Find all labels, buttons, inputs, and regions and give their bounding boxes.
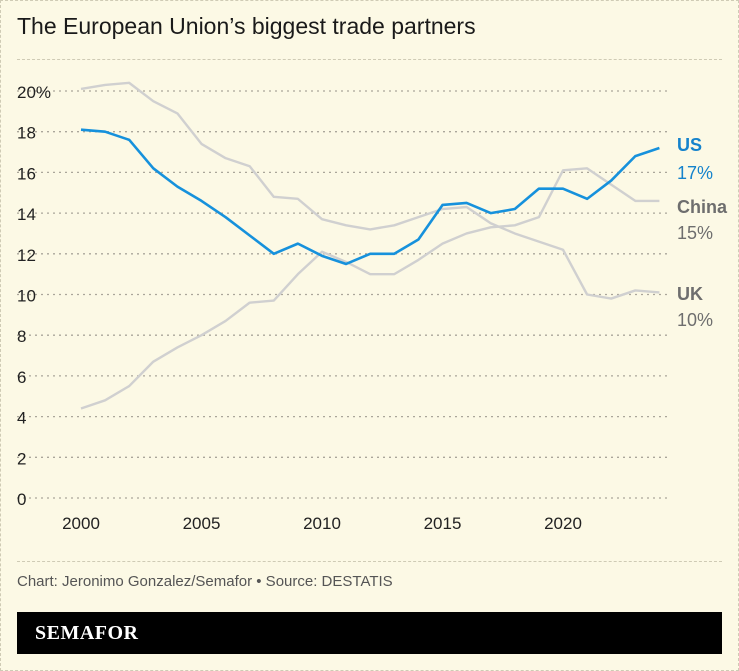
x-tick-label: 2015 [424, 514, 462, 533]
series-label-china: China [677, 197, 728, 217]
chart-title: The European Union’s biggest trade partn… [17, 13, 476, 39]
y-tick-label: 2 [17, 449, 26, 468]
series-line-uk [80, 81, 660, 300]
y-tick-label: 6 [17, 368, 26, 387]
x-tick-label: 2000 [62, 514, 100, 533]
logo-bar: SEMAFOR [17, 612, 722, 654]
y-tick-label: 18 [17, 124, 36, 143]
y-tick-label: 20% [17, 83, 51, 102]
divider [17, 59, 722, 60]
series-value-china: 15% [677, 223, 713, 243]
series-label-uk: UK [677, 284, 703, 304]
y-tick-label: 4 [17, 409, 26, 428]
chart-credit: Chart: Jeronimo Gonzalez/Semafor • Sourc… [17, 573, 393, 590]
y-tick-label: 8 [17, 327, 26, 346]
line-chart: 0 2 4 6 8 10 12 14 16 18 20% 2000 2005 2010 2015 2020 UK… [17, 81, 728, 533]
series-line-china [80, 167, 660, 410]
series-value-us: 17% [677, 163, 713, 183]
y-tick-label: 16 [17, 164, 36, 183]
series-line-us [80, 128, 660, 266]
x-tick-label: 2020 [544, 514, 582, 533]
x-tick-label: 2010 [303, 514, 341, 533]
y-tick-label: 12 [17, 246, 36, 265]
y-tick-label: 0 [17, 490, 26, 509]
y-tick-label: 10 [17, 287, 36, 306]
semafor-logo: SEMAFOR [35, 622, 139, 644]
series-value-uk: 10% [677, 310, 713, 330]
divider [17, 561, 722, 562]
x-tick-label: 2005 [183, 514, 221, 533]
series-label-us: US [677, 135, 702, 155]
y-tick-label: 14 [17, 205, 36, 224]
